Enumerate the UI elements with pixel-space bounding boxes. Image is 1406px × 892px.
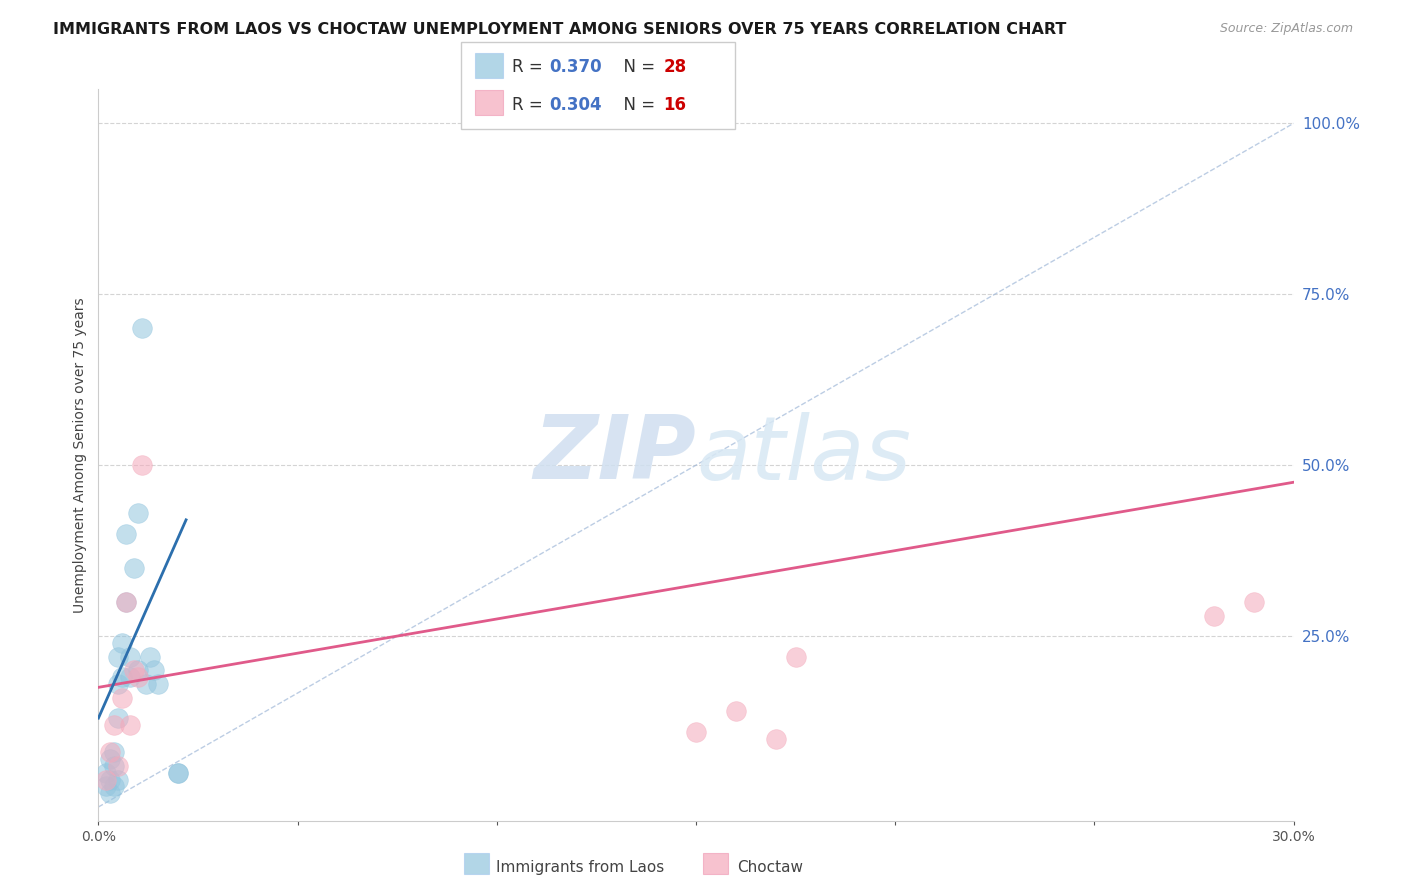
Point xyxy=(139,649,162,664)
Point xyxy=(785,649,807,664)
Text: R =: R = xyxy=(512,58,548,76)
Point xyxy=(127,663,149,677)
Point xyxy=(107,772,129,787)
Point xyxy=(107,677,129,691)
Point xyxy=(98,772,122,787)
Point xyxy=(111,670,134,684)
Text: atlas: atlas xyxy=(696,412,911,498)
Point xyxy=(127,506,149,520)
Text: 28: 28 xyxy=(664,58,686,76)
Point xyxy=(135,677,157,691)
Text: N =: N = xyxy=(613,58,661,76)
Point xyxy=(107,711,129,725)
Text: 16: 16 xyxy=(664,95,686,113)
Text: Choctaw: Choctaw xyxy=(737,861,803,875)
Point xyxy=(107,759,129,773)
Point xyxy=(124,663,146,677)
Point xyxy=(724,704,747,718)
Point xyxy=(765,731,787,746)
Point xyxy=(120,718,142,732)
Point xyxy=(115,595,138,609)
Text: Immigrants from Laos: Immigrants from Laos xyxy=(496,861,665,875)
Point xyxy=(103,745,125,759)
Point xyxy=(124,560,146,574)
Text: N =: N = xyxy=(613,95,661,113)
Point xyxy=(143,663,166,677)
Point xyxy=(167,765,190,780)
Point xyxy=(120,670,142,684)
Point xyxy=(115,595,138,609)
Point xyxy=(685,724,707,739)
Point xyxy=(1202,608,1225,623)
Point xyxy=(103,759,125,773)
Point xyxy=(1243,595,1265,609)
Point xyxy=(111,690,134,705)
Point xyxy=(96,780,118,794)
Point xyxy=(103,780,125,794)
Point xyxy=(120,649,142,664)
Point xyxy=(98,786,122,800)
Point xyxy=(96,765,118,780)
Point xyxy=(167,765,190,780)
Point xyxy=(98,752,122,766)
Point xyxy=(131,458,153,472)
Point xyxy=(115,526,138,541)
Text: R =: R = xyxy=(512,95,548,113)
Point xyxy=(131,321,153,335)
Point xyxy=(107,649,129,664)
Text: 0.370: 0.370 xyxy=(550,58,602,76)
Point xyxy=(103,718,125,732)
Text: 0.304: 0.304 xyxy=(550,95,602,113)
Y-axis label: Unemployment Among Seniors over 75 years: Unemployment Among Seniors over 75 years xyxy=(73,297,87,613)
Point xyxy=(96,772,118,787)
Point xyxy=(98,745,122,759)
Text: ZIP: ZIP xyxy=(533,411,696,499)
Text: Source: ZipAtlas.com: Source: ZipAtlas.com xyxy=(1219,22,1353,36)
Point xyxy=(148,677,170,691)
Point xyxy=(127,670,149,684)
Point xyxy=(111,636,134,650)
Text: IMMIGRANTS FROM LAOS VS CHOCTAW UNEMPLOYMENT AMONG SENIORS OVER 75 YEARS CORRELA: IMMIGRANTS FROM LAOS VS CHOCTAW UNEMPLOY… xyxy=(53,22,1067,37)
